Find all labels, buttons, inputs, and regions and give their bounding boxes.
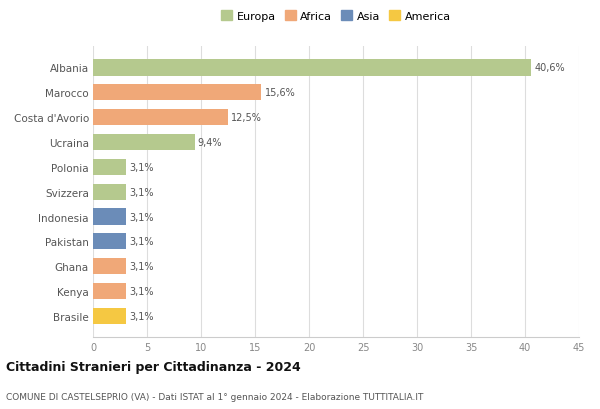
Bar <box>93 209 127 225</box>
Text: 3,1%: 3,1% <box>130 262 154 272</box>
Text: COMUNE DI CASTELSEPRIO (VA) - Dati ISTAT al 1° gennaio 2024 - Elaborazione TUTTI: COMUNE DI CASTELSEPRIO (VA) - Dati ISTAT… <box>6 392 424 401</box>
Text: 9,4%: 9,4% <box>198 138 222 148</box>
Bar <box>93 160 127 175</box>
Bar <box>93 85 262 101</box>
Text: 12,5%: 12,5% <box>231 113 262 123</box>
Bar <box>93 184 127 200</box>
Text: 3,1%: 3,1% <box>130 187 154 197</box>
Text: 3,1%: 3,1% <box>130 237 154 247</box>
Text: 3,1%: 3,1% <box>130 311 154 321</box>
Text: 3,1%: 3,1% <box>130 212 154 222</box>
Text: 3,1%: 3,1% <box>130 162 154 173</box>
Bar <box>93 110 228 126</box>
Text: 40,6%: 40,6% <box>535 63 565 73</box>
Legend: Europa, Africa, Asia, America: Europa, Africa, Asia, America <box>219 9 453 24</box>
Bar <box>93 308 127 324</box>
Bar <box>93 60 532 76</box>
Text: 15,6%: 15,6% <box>265 88 295 98</box>
Text: Cittadini Stranieri per Cittadinanza - 2024: Cittadini Stranieri per Cittadinanza - 2… <box>6 360 301 373</box>
Bar <box>93 135 194 151</box>
Bar <box>93 258 127 275</box>
Text: 3,1%: 3,1% <box>130 286 154 297</box>
Bar <box>93 234 127 250</box>
Bar <box>93 283 127 299</box>
